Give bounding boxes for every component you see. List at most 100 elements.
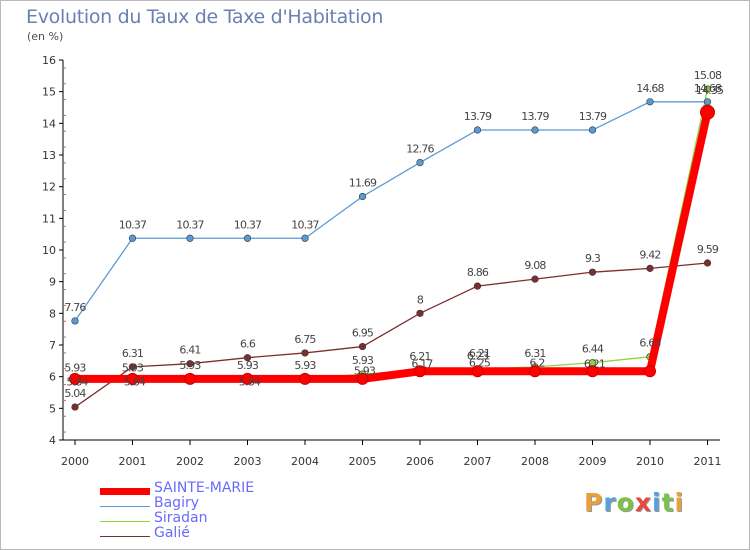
x-tick-label: 2011 (694, 455, 722, 468)
x-tick-label: 2002 (176, 455, 204, 468)
data-point (414, 365, 426, 378)
x-tick-label: 2008 (521, 455, 549, 468)
data-point (703, 259, 712, 267)
x-tick-label: 2000 (61, 455, 89, 468)
data-point (358, 192, 367, 201)
y-tick-label: 14 (42, 117, 56, 130)
data-label: 6.63 (639, 337, 661, 350)
chart-subtitle: (en %) (27, 30, 64, 43)
data-point (301, 234, 309, 242)
data-label: 5.93 (179, 359, 201, 372)
data-label: 6.95 (352, 327, 374, 340)
data-point (301, 349, 309, 357)
data-label-extra: 6.25 (469, 356, 491, 369)
data-label: 12.76 (406, 143, 434, 156)
data-point (243, 354, 252, 362)
data-point (703, 98, 712, 106)
data-point (358, 342, 367, 351)
data-point (529, 365, 541, 378)
y-tick-label: 16 (42, 54, 56, 67)
data-point (241, 372, 254, 385)
logo-letter: t (661, 488, 675, 517)
logo-letter: i (652, 488, 662, 517)
data-label: 8 (417, 293, 424, 306)
data-point (299, 372, 311, 385)
x-tick-label: 2009 (579, 455, 607, 468)
data-label: 11.69 (349, 176, 377, 189)
data-label-extra: 6.17 (411, 357, 433, 370)
data-label-extra: 6.21 (469, 347, 490, 360)
chart-title: Evolution du Taux de Taxe d'Habitation (26, 6, 384, 28)
legend-label: Bagiry (154, 495, 200, 511)
data-label: 6.44 (582, 343, 604, 356)
logo-letter: P (584, 488, 604, 517)
data-label: 14.68 (694, 82, 722, 95)
y-tick-label: 7 (49, 339, 56, 352)
series-line-galié (74, 262, 709, 408)
data-label-extra: 5.84 (239, 375, 261, 388)
data-label-extra: 14.35 (696, 84, 724, 97)
proxiti-logo: Proxiti (584, 488, 684, 517)
data-label: 10.37 (234, 218, 262, 231)
series-line-siradan (74, 88, 709, 383)
data-point (646, 98, 654, 106)
data-label: 10.37 (176, 218, 204, 231)
data-point (126, 372, 139, 385)
data-point (71, 403, 79, 411)
data-label: 14.68 (636, 82, 664, 95)
y-tick-label: 4 (49, 434, 56, 447)
legend-swatch (100, 488, 150, 495)
data-label-extra: 5.93 (354, 364, 376, 377)
data-label: 13.79 (521, 110, 549, 123)
data-point (416, 159, 424, 167)
data-label: 5.93 (122, 362, 144, 375)
data-point (471, 365, 484, 378)
data-label: 13.79 (464, 110, 492, 123)
y-tick-label: 12 (42, 181, 56, 194)
y-tick-label: 11 (42, 212, 56, 225)
data-label: 9.3 (585, 252, 601, 265)
data-label: 9.08 (524, 259, 546, 272)
data-point (356, 372, 369, 385)
logo-letter: r (603, 488, 617, 517)
legend-label: Siradan (154, 510, 208, 526)
data-point (71, 317, 79, 325)
data-label: 9.59 (697, 243, 719, 256)
logo-letter: i (674, 488, 685, 517)
y-tick-label: 6 (49, 371, 56, 384)
data-point (588, 126, 597, 134)
data-label: 5.93 (64, 362, 86, 375)
legend-swatch (100, 521, 150, 522)
data-label: 6.21 (409, 350, 430, 363)
x-tick-label: 2006 (406, 455, 434, 468)
data-point (644, 365, 656, 378)
data-label-extra: 5.84 (124, 375, 146, 388)
data-label: 5.93 (352, 354, 374, 367)
data-label: 5.04 (64, 387, 86, 400)
legend-swatch (100, 506, 150, 507)
series-line-sainte-marie (71, 108, 712, 383)
data-point (69, 372, 81, 385)
x-tick-label: 2005 (349, 455, 377, 468)
data-label: 5.93 (237, 359, 259, 372)
data-label: 10.37 (119, 218, 147, 231)
data-label: 7.76 (64, 301, 86, 314)
data-label-extra: 6.2 (529, 356, 544, 369)
data-point (184, 372, 196, 385)
y-tick-label: 10 (42, 244, 56, 257)
y-tick-label: 8 (49, 307, 56, 320)
data-point (186, 360, 194, 368)
data-point (588, 268, 597, 276)
logo-letter: x (634, 488, 652, 517)
data-label: 10.37 (291, 218, 319, 231)
data-point (586, 365, 599, 378)
y-tick-label: 15 (42, 86, 56, 99)
data-point (531, 126, 539, 134)
data-point (646, 264, 654, 272)
x-tick-label: 2001 (119, 455, 147, 468)
data-label: 13.79 (579, 110, 607, 123)
x-tick-label: 2003 (234, 455, 262, 468)
x-tick-label: 2010 (636, 455, 664, 468)
